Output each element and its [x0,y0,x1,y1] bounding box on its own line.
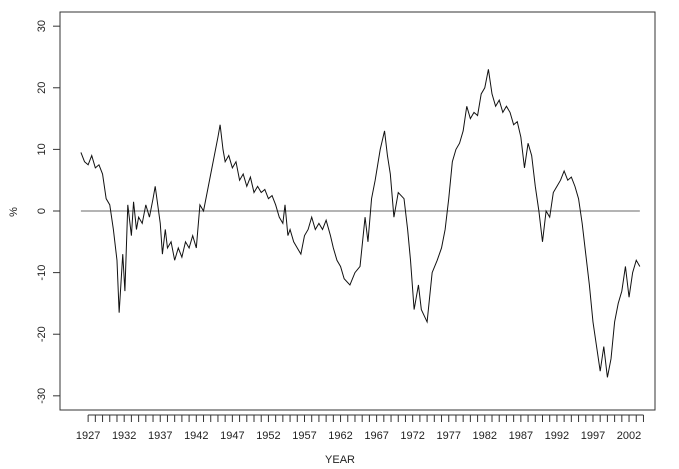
x-tick-label: 1932 [112,430,136,442]
x-axis-label: YEAR [325,454,355,466]
y-tick-label: 0 [36,208,48,214]
x-tick-label: 1987 [509,430,533,442]
x-tick-label: 1927 [76,430,100,442]
x-tick-label: 1952 [256,430,280,442]
y-tick-label: -30 [36,388,48,404]
x-tick-label: 1942 [184,430,208,442]
y-tick-label: 20 [36,82,48,94]
x-tick-label: 1962 [328,430,352,442]
x-tick-label: 1992 [545,430,569,442]
x-tick-label: 1957 [292,430,316,442]
x-tick-label: 1947 [220,430,244,442]
x-tick-label: 1967 [364,430,388,442]
y-axis-label: % [8,207,20,217]
x-tick-label: 1972 [400,430,424,442]
data-line [80,69,641,378]
x-tick-label: 2002 [617,430,641,442]
x-tick-label: 1982 [473,430,497,442]
y-tick-label: -20 [36,326,48,342]
x-tick-label: 1997 [581,430,605,442]
y-tick-label: -10 [36,265,48,281]
x-tick-label: 1977 [436,430,460,442]
y-tick-label: 10 [36,143,48,155]
y-tick-label: 30 [36,20,48,32]
x-tick-label: 1937 [148,430,172,442]
